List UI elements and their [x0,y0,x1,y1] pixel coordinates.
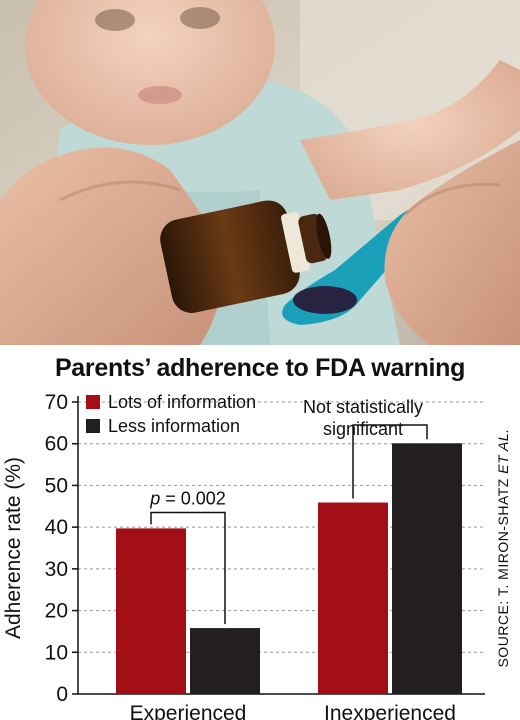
legend-swatch [86,395,100,409]
bracket-inexperienced [352,424,428,499]
source-et-al: ET AL. [495,428,511,478]
bar-chart: 0 10 20 30 40 50 60 70 Adherence rate (%) Experie… [2,391,511,720]
y-tick-label: 30 [45,558,68,581]
p-symbol: p [149,489,160,509]
p-value: = 0.002 [160,489,226,509]
y-tick-label: 0 [56,683,68,706]
y-tick-label: 50 [45,474,68,497]
source-credit: SOURCE: T. MIRON-SHATZ ET AL. [495,428,511,667]
bar-less-info-1 [392,443,462,694]
y-tick-label: 60 [45,433,68,456]
y-tick-label: 70 [45,391,68,414]
bar-lots-info-0 [116,528,186,694]
y-tick-label: 20 [45,600,68,623]
photo-baby-medicine [0,0,520,345]
y-axis-label: Adherence rate (%) [2,457,25,639]
bracket-experienced [150,511,226,625]
x-category-label: Inexperienced [324,702,456,720]
legend-swatch [86,419,100,433]
bar-less-info-0 [190,628,260,694]
annotation-p-value: p = 0.002 [149,489,226,509]
y-tick-label: 10 [45,641,68,664]
annotation-not-significant: Not statistically [303,397,423,417]
legend-label: Lots of information [108,392,256,412]
annotation-not-significant: significant [323,419,403,439]
y-tick-label: 40 [45,516,68,539]
legend-label: Less information [108,416,240,436]
x-category-label: Experienced [130,702,247,720]
chart-title: Parents’ adherence to FDA warning [54,354,466,382]
source-author: SOURCE: T. MIRON-SHATZ [495,478,511,667]
bar-lots-info-1 [318,502,388,694]
